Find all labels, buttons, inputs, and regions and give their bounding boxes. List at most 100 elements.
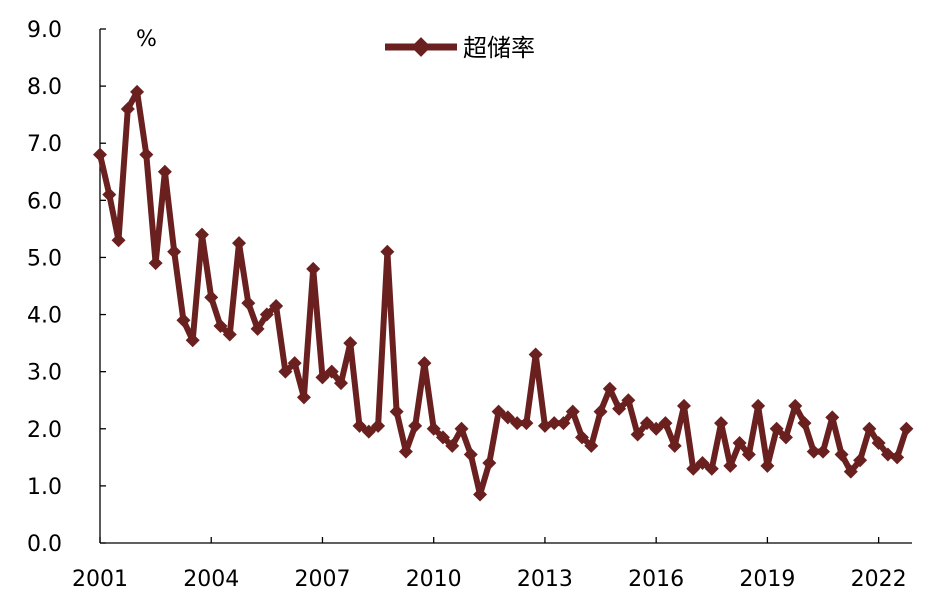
- data-point: [778, 430, 793, 445]
- data-point: [204, 290, 219, 305]
- data-point: [491, 404, 506, 419]
- data-point: [287, 356, 302, 371]
- data-point: [658, 416, 673, 431]
- data-point: [704, 461, 719, 476]
- data-point: [556, 416, 571, 431]
- x-tick-label: 2022: [851, 567, 907, 592]
- y-tick-label: 7.0: [27, 132, 62, 157]
- data-point: [528, 347, 543, 362]
- data-point: [519, 416, 534, 431]
- data-point: [269, 298, 284, 313]
- data-point: [343, 336, 358, 351]
- data-point: [602, 381, 617, 396]
- data-point: [445, 438, 460, 453]
- data-point: [482, 456, 497, 471]
- data-point: [148, 256, 163, 271]
- data-point: [111, 233, 126, 248]
- x-tick-label: 2010: [406, 567, 462, 592]
- data-point: [714, 416, 729, 431]
- legend-label: 超储率: [463, 34, 535, 62]
- x-tick-label: 2016: [628, 567, 684, 592]
- data-point: [306, 261, 321, 276]
- data-point: [899, 421, 914, 436]
- data-point: [352, 418, 367, 433]
- data-point: [334, 376, 349, 391]
- data-point: [194, 227, 209, 242]
- y-tick-label: 4.0: [27, 304, 62, 329]
- data-point: [380, 244, 395, 259]
- data-point: [853, 453, 868, 468]
- data-point: [584, 438, 599, 453]
- y-tick-label: 6.0: [27, 189, 62, 214]
- data-point: [565, 404, 580, 419]
- data-point: [222, 327, 237, 342]
- data-point: [176, 313, 191, 328]
- data-point: [621, 393, 636, 408]
- data-point: [816, 444, 831, 459]
- data-point: [890, 450, 905, 465]
- data-point: [806, 444, 821, 459]
- data-point: [259, 307, 274, 322]
- legend: 超储率: [385, 34, 535, 62]
- data-point: [398, 444, 413, 459]
- data-point: [741, 447, 756, 462]
- y-tick-label: 5.0: [27, 246, 62, 271]
- x-tick-label: 2001: [72, 567, 128, 592]
- data-point: [473, 487, 488, 502]
- data-point: [278, 364, 293, 379]
- series-layer: [93, 84, 914, 502]
- data-point: [389, 404, 404, 419]
- y-unit-label: %: [136, 27, 157, 52]
- data-point: [612, 401, 627, 416]
- data-point: [797, 416, 812, 431]
- x-tick-label: 2013: [517, 567, 573, 592]
- data-point: [417, 356, 432, 371]
- data-point: [575, 430, 590, 445]
- data-point: [510, 416, 525, 431]
- data-point: [825, 410, 840, 425]
- data-point: [547, 416, 562, 431]
- x-tick-label: 2019: [739, 567, 795, 592]
- data-point: [723, 458, 738, 473]
- data-point: [695, 456, 710, 471]
- data-point: [139, 147, 154, 162]
- y-axis: 0.0 1.0 2.0 3.0 4.0 5.0 6.0 7.0 8.0 9.0: [27, 18, 106, 557]
- y-tick-label: 9.0: [27, 18, 62, 43]
- y-tick-label: 0.0: [27, 532, 62, 557]
- data-point: [686, 461, 701, 476]
- data-point: [862, 421, 877, 436]
- x-tick-label: 2004: [183, 567, 239, 592]
- data-point: [843, 464, 858, 479]
- data-point: [408, 418, 423, 433]
- data-point: [167, 244, 182, 259]
- series-line: [97, 88, 910, 498]
- y-tick-label: 2.0: [27, 418, 62, 443]
- data-point: [130, 84, 145, 99]
- data-point: [324, 364, 339, 379]
- data-point: [732, 436, 747, 451]
- data-point: [120, 101, 135, 116]
- data-point: [241, 296, 256, 311]
- data-point: [751, 398, 766, 413]
- data-point: [426, 421, 441, 436]
- data-point: [296, 390, 311, 405]
- data-point: [213, 318, 228, 333]
- data-point: [157, 164, 172, 179]
- data-point: [593, 404, 608, 419]
- y-tick-label: 8.0: [27, 75, 62, 100]
- data-point: [454, 421, 469, 436]
- data-point: [630, 427, 645, 442]
- data-point: [871, 436, 886, 451]
- data-point: [361, 424, 376, 439]
- data-point: [788, 398, 803, 413]
- x-axis: 2001 2004 2007 2010 2013 2016 2019 2022: [72, 537, 912, 592]
- data-point: [232, 236, 247, 251]
- data-point: [649, 421, 664, 436]
- data-point: [769, 421, 784, 436]
- data-point: [760, 458, 775, 473]
- legend-marker-diamond: [411, 37, 431, 57]
- data-point: [315, 370, 330, 385]
- data-point: [250, 321, 265, 336]
- data-point: [93, 147, 107, 162]
